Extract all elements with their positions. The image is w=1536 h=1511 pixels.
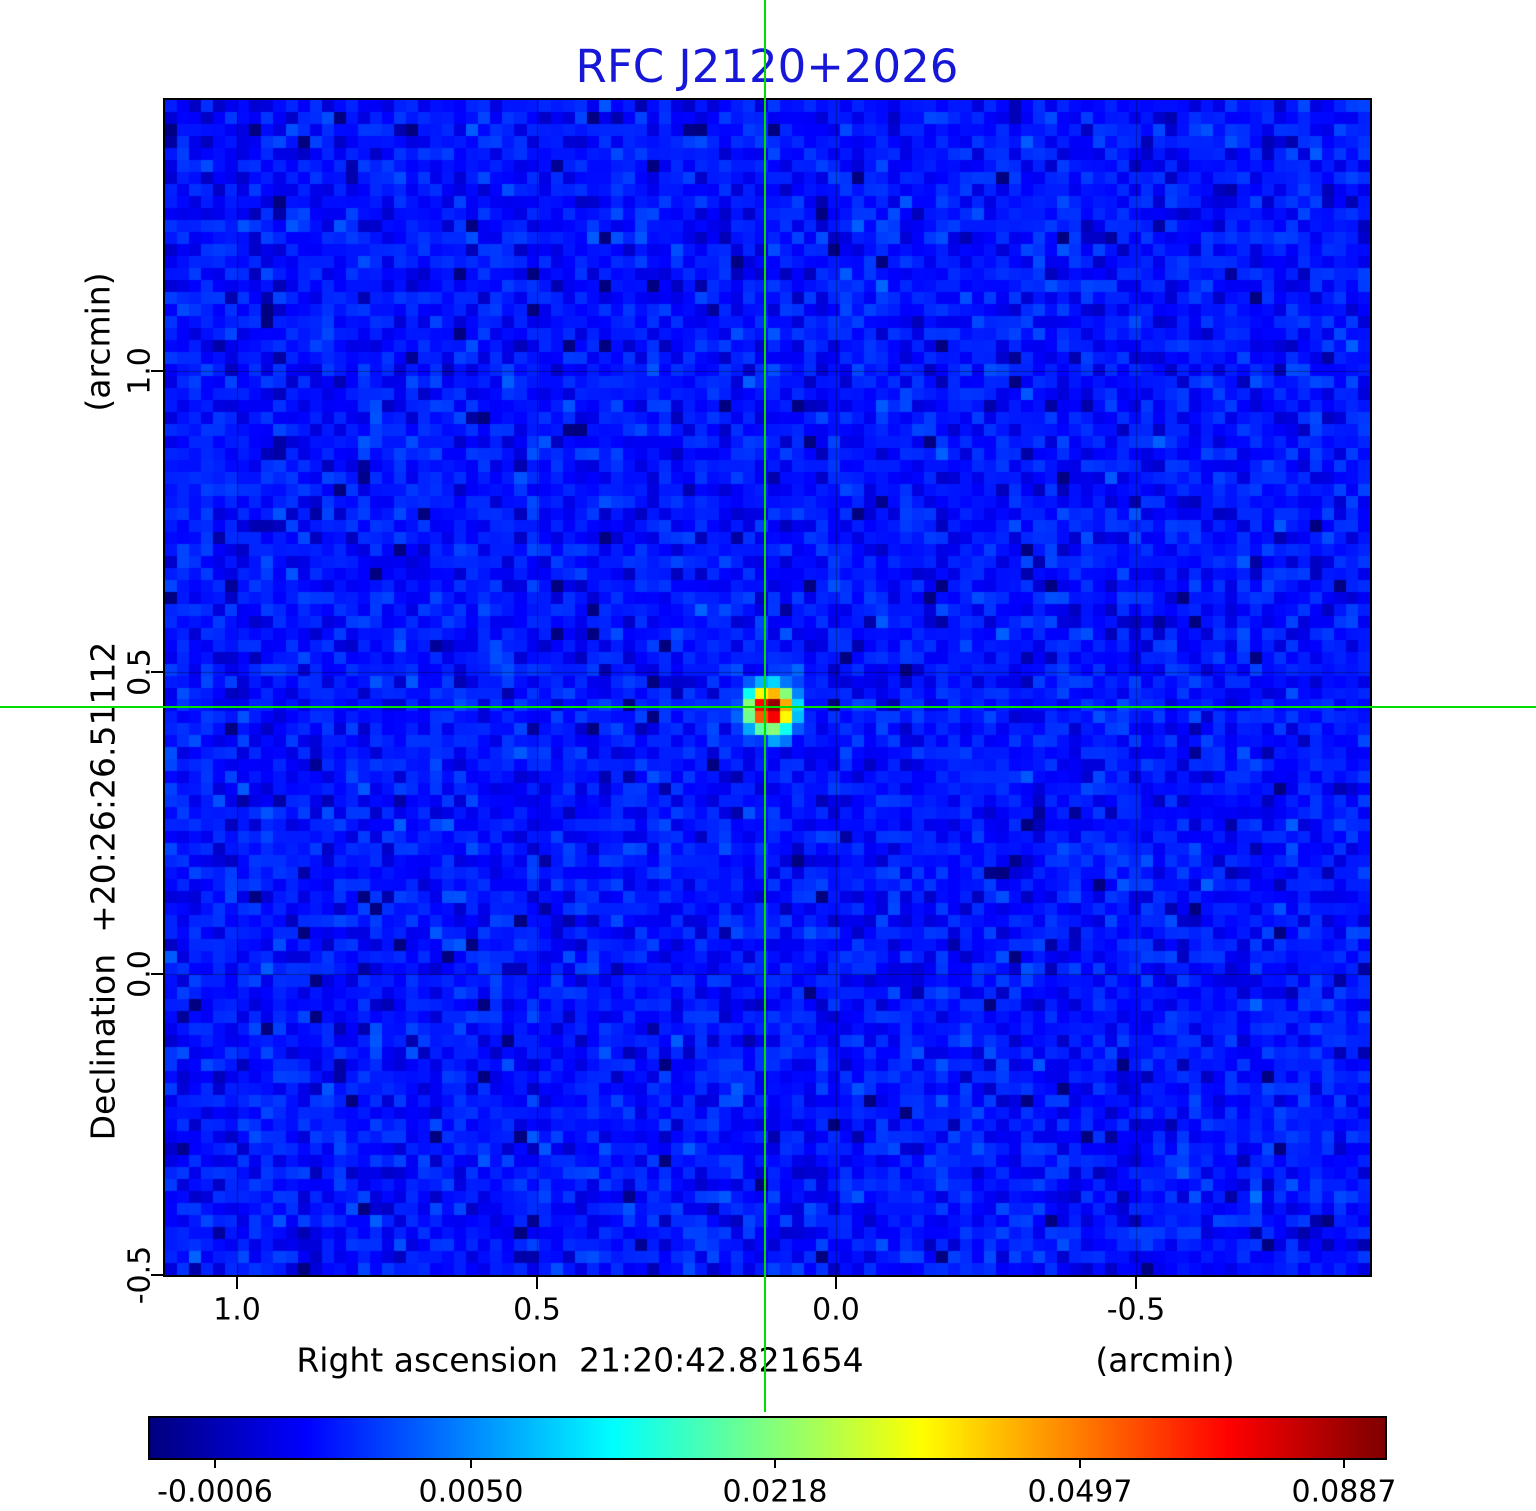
y-axis-unit-label: (arcmin) bbox=[78, 272, 118, 412]
y-tick-mark bbox=[151, 1274, 163, 1276]
colorbar-tick-label: 0.0050 bbox=[418, 1474, 524, 1510]
x-tick-mark bbox=[835, 1277, 837, 1289]
colorbar-tick-label: 0.0497 bbox=[1027, 1474, 1133, 1510]
colorbar-tick-mark bbox=[470, 1460, 472, 1468]
plot-title: RFC J2120+2026 bbox=[575, 40, 959, 93]
x-tick-label: 0.5 bbox=[513, 1292, 561, 1328]
x-axis-unit-label: (arcmin) bbox=[1095, 1340, 1235, 1380]
x-tick-mark bbox=[1135, 1277, 1137, 1289]
x-tick-mark bbox=[236, 1277, 238, 1289]
heatmap-canvas bbox=[165, 100, 1370, 1275]
colorbar-tick-label: 0.0218 bbox=[722, 1474, 828, 1510]
x-tick-label: 1.0 bbox=[213, 1292, 261, 1328]
x-tick-mark bbox=[536, 1277, 538, 1289]
colorbar-tick-label: -0.0006 bbox=[157, 1474, 273, 1510]
y-tick-mark bbox=[151, 370, 163, 372]
y-tick-mark bbox=[151, 671, 163, 673]
x-tick-label: -0.5 bbox=[1106, 1292, 1166, 1328]
colorbar-tick-mark bbox=[774, 1460, 776, 1468]
x-tick-label: 0.0 bbox=[812, 1292, 860, 1328]
colorbar-tick-mark bbox=[1343, 1460, 1345, 1468]
y-tick-mark bbox=[151, 973, 163, 975]
colorbar-gradient bbox=[150, 1418, 1385, 1458]
colorbar-tick-label: 0.0887 bbox=[1291, 1474, 1397, 1510]
colorbar-tick-mark bbox=[1079, 1460, 1081, 1468]
x-axis-label: Right ascension 21:20:42.821654 bbox=[296, 1340, 864, 1380]
image-plot bbox=[165, 100, 1370, 1275]
colorbar-tick-mark bbox=[214, 1460, 216, 1468]
y-axis-label: Declination +20:26:26.51112 bbox=[83, 641, 123, 1141]
crosshair-horizontal-line bbox=[0, 706, 1536, 708]
